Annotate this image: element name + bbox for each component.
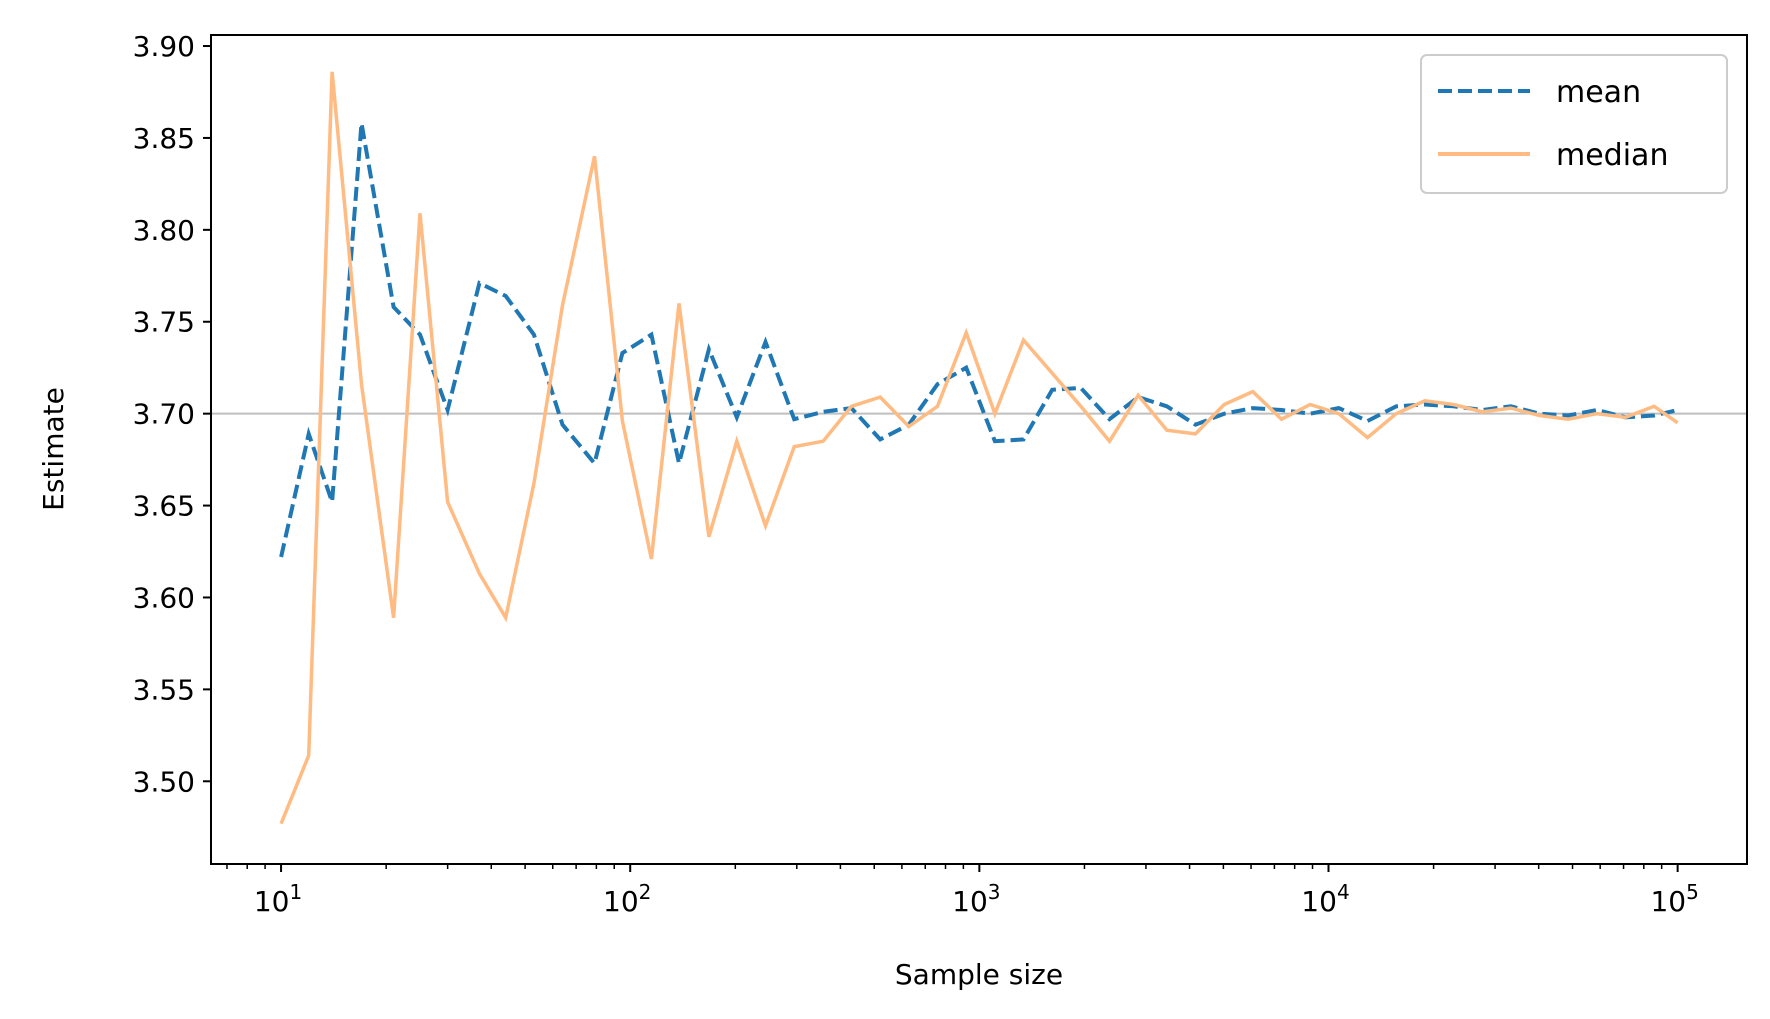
y-tick-label: 3.85 xyxy=(133,122,195,155)
legend-mean-label: mean xyxy=(1556,75,1641,110)
x-tick-label: 105 xyxy=(1650,880,1698,918)
y-tick-label: 3.80 xyxy=(133,214,195,247)
y-tick-label: 3.70 xyxy=(133,398,195,431)
x-tick-label: 103 xyxy=(952,880,1000,918)
legend: mean median xyxy=(1420,54,1728,194)
y-tick-label: 3.90 xyxy=(133,30,195,63)
tick-layer: 3.50 3.55 3.60 3.65 3.70 3.75 3.80 3.85 3.90 101 1… xyxy=(133,30,1699,918)
series-layer xyxy=(279,71,1679,825)
y-tick-label: 3.55 xyxy=(133,673,195,706)
y-tick-label: 3.65 xyxy=(133,490,195,523)
y-tick-label: 3.60 xyxy=(133,581,195,614)
series-line-median xyxy=(279,71,1679,825)
y-axis-title: Estimate xyxy=(37,387,70,511)
series-line-mean xyxy=(279,122,1679,558)
y-tick-label: 3.50 xyxy=(133,765,195,798)
legend-box xyxy=(1420,54,1728,194)
x-tick-label: 104 xyxy=(1301,880,1349,918)
x-tick-label: 101 xyxy=(254,880,302,918)
y-tick-label: 3.75 xyxy=(133,306,195,339)
x-axis-title: Sample size xyxy=(895,958,1063,991)
legend-median-label: median xyxy=(1556,138,1668,173)
x-tick-label: 102 xyxy=(603,880,651,918)
